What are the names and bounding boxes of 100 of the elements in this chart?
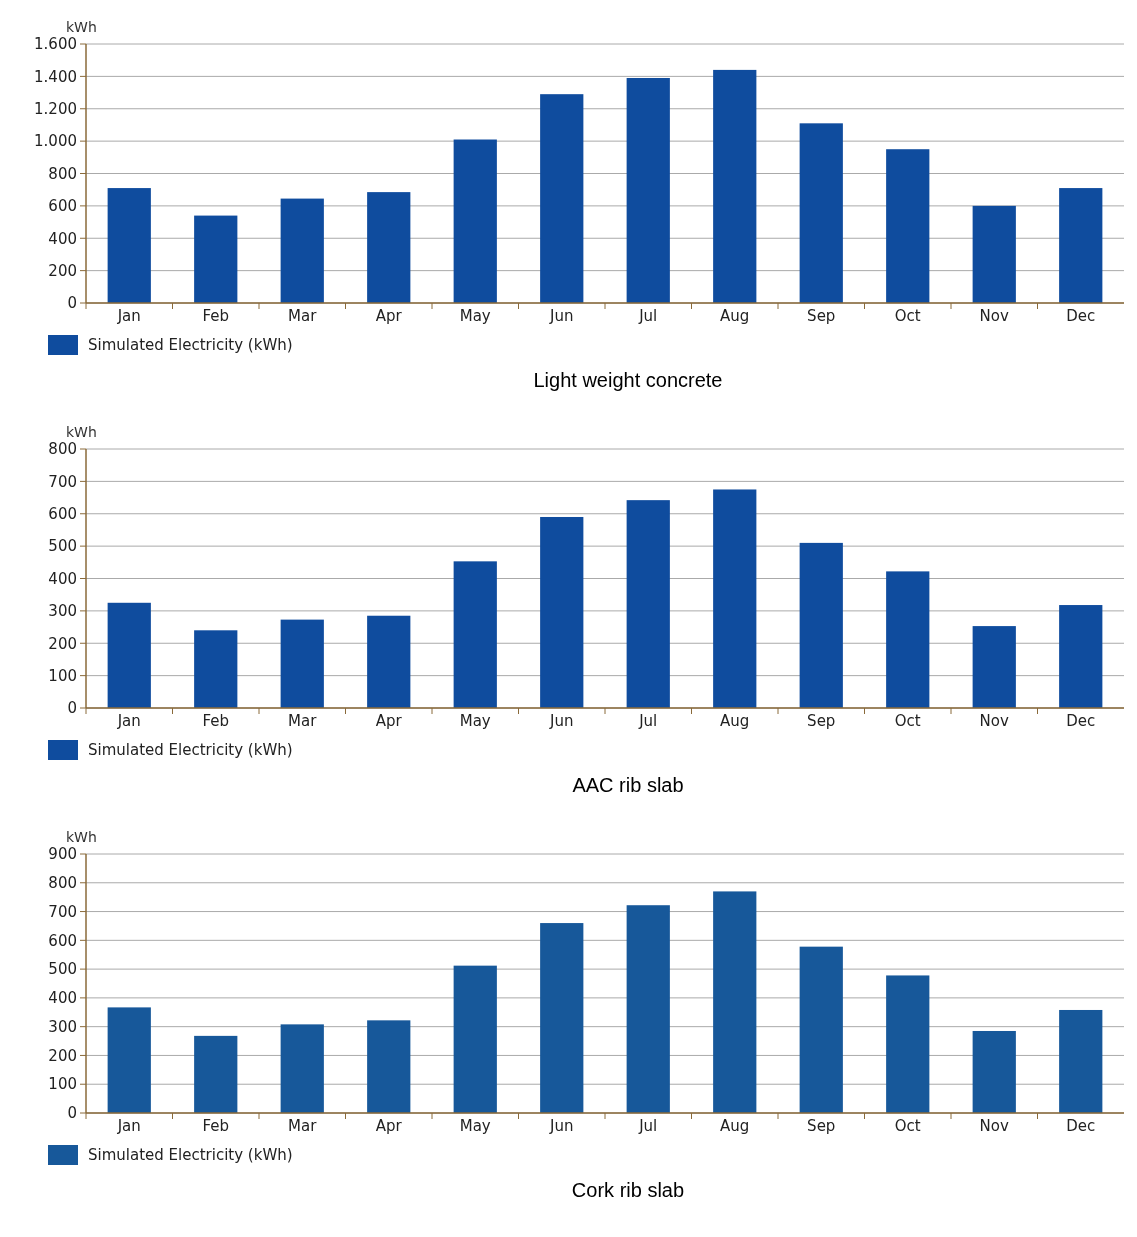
bar xyxy=(453,965,497,1113)
y-tick-label: 400 xyxy=(48,229,77,248)
y-tick-label: 700 xyxy=(48,902,77,921)
y-axis-title: kWh xyxy=(66,424,97,440)
x-tick-label: Aug xyxy=(720,307,750,325)
bar xyxy=(713,69,757,303)
bar xyxy=(886,975,930,1113)
x-tick-label: Dec xyxy=(1066,712,1096,730)
bar xyxy=(626,905,670,1113)
y-tick-label: 300 xyxy=(48,1017,77,1036)
x-tick-label: Oct xyxy=(894,1117,921,1135)
x-tick-label: Dec xyxy=(1066,1117,1096,1135)
bar xyxy=(713,891,757,1113)
y-tick-label: 500 xyxy=(48,537,77,556)
x-tick-label: May xyxy=(459,1117,491,1135)
x-tick-label: Jun xyxy=(549,307,574,325)
x-tick-label: Feb xyxy=(202,307,230,325)
bar xyxy=(886,149,930,303)
y-tick-label: 100 xyxy=(48,1075,77,1094)
text: Cork rib slab xyxy=(571,1179,685,1201)
y-tick-label: 0 xyxy=(67,1104,77,1123)
x-tick-label: Oct xyxy=(894,712,921,730)
y-tick-label: 1.400 xyxy=(34,67,77,86)
text: Light weight concrete xyxy=(533,369,723,391)
x-tick-label: Mar xyxy=(288,712,318,730)
x-tick-label: Nov xyxy=(979,1117,1010,1135)
bar xyxy=(1059,605,1103,708)
x-tick-label: Feb xyxy=(202,1117,230,1135)
x-tick-label: Feb xyxy=(202,712,230,730)
bar xyxy=(107,188,151,303)
bar xyxy=(972,205,1016,303)
bar xyxy=(453,561,497,708)
x-tick-label: Jun xyxy=(549,712,574,730)
y-tick-label: 200 xyxy=(48,634,77,653)
x-tick-label: Oct xyxy=(894,307,921,325)
x-tick-label: Sep xyxy=(807,307,836,325)
x-tick-label: Apr xyxy=(375,1117,403,1135)
y-axis-title: kWh xyxy=(66,19,97,35)
bar xyxy=(540,94,584,303)
y-tick-label: 200 xyxy=(48,261,77,280)
x-tick-label: Sep xyxy=(807,1117,836,1135)
bar xyxy=(367,1020,411,1113)
bar xyxy=(367,615,411,708)
bar xyxy=(799,542,843,708)
bar xyxy=(280,1024,324,1113)
y-tick-label: 600 xyxy=(48,931,77,950)
y-tick-label: 800 xyxy=(48,164,77,183)
bar xyxy=(799,946,843,1113)
bar xyxy=(1059,188,1103,303)
legend-label: Simulated Electricity (kWh) xyxy=(88,1146,293,1165)
y-tick-label: 1.000 xyxy=(34,132,77,151)
y-tick-label: 400 xyxy=(48,569,77,588)
x-tick-label: Nov xyxy=(979,712,1010,730)
y-tick-label: 1.600 xyxy=(34,35,77,54)
y-tick-label: 700 xyxy=(48,472,77,491)
x-tick-label: Jun xyxy=(549,1117,574,1135)
bar xyxy=(540,923,584,1113)
y-tick-label: 800 xyxy=(48,440,77,459)
x-tick-label: Aug xyxy=(720,712,750,730)
legend-label: Simulated Electricity (kWh) xyxy=(88,336,293,355)
x-tick-label: Sep xyxy=(807,712,836,730)
bar xyxy=(107,602,151,708)
bar xyxy=(280,619,324,708)
y-tick-label: 600 xyxy=(48,197,77,216)
y-tick-label: 200 xyxy=(48,1046,77,1065)
bar xyxy=(1059,1009,1103,1113)
x-tick-label: May xyxy=(459,712,491,730)
x-tick-label: Jul xyxy=(638,712,658,730)
y-tick-label: 0 xyxy=(67,294,77,313)
x-tick-label: Jan xyxy=(116,307,141,325)
x-tick-label: Mar xyxy=(288,307,318,325)
x-tick-label: Dec xyxy=(1066,307,1096,325)
bar xyxy=(540,516,584,708)
bar xyxy=(972,1030,1016,1113)
y-tick-label: 900 xyxy=(48,845,77,864)
y-tick-label: 500 xyxy=(48,960,77,979)
y-tick-label: 400 xyxy=(48,989,77,1008)
x-tick-label: Apr xyxy=(375,307,403,325)
bar xyxy=(972,626,1016,708)
bar xyxy=(626,77,670,303)
x-tick-label: Jan xyxy=(116,1117,141,1135)
bar xyxy=(194,215,238,303)
x-tick-label: Aug xyxy=(720,1117,750,1135)
x-tick-label: Apr xyxy=(375,712,403,730)
x-tick-label: May xyxy=(459,307,491,325)
bar xyxy=(107,1007,151,1113)
y-tick-label: 100 xyxy=(48,666,77,685)
bar xyxy=(799,123,843,303)
x-tick-label: Jan xyxy=(116,712,141,730)
y-tick-label: 600 xyxy=(48,505,77,523)
legend-label: Simulated Electricity (kWh) xyxy=(88,741,293,760)
bar xyxy=(367,192,411,303)
y-tick-label: 300 xyxy=(48,602,77,621)
bar xyxy=(713,489,757,708)
bar xyxy=(194,1035,238,1113)
bar xyxy=(194,630,238,708)
bar xyxy=(626,500,670,708)
bar xyxy=(886,571,930,708)
y-tick-label: 800 xyxy=(48,874,77,893)
x-tick-label: Nov xyxy=(979,307,1010,325)
